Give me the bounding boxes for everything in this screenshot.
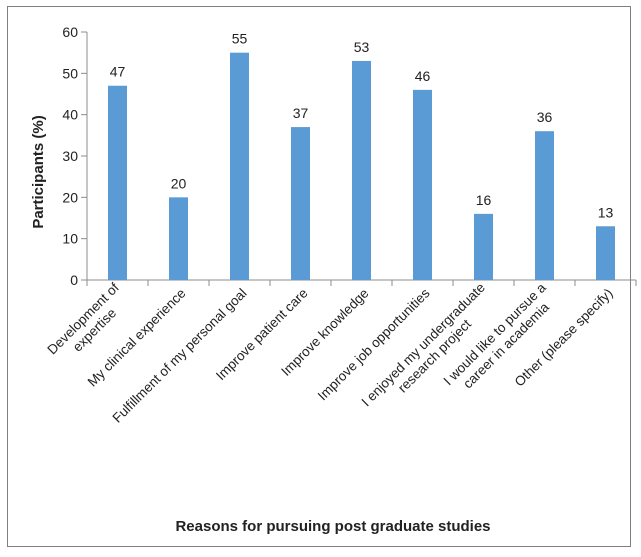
y-axis-title: Participants (%)	[30, 115, 47, 228]
data-label: 36	[537, 109, 553, 125]
bar	[474, 213, 493, 280]
data-label: 47	[110, 64, 126, 80]
data-label: 37	[293, 105, 309, 121]
bar	[535, 131, 554, 280]
bar	[413, 89, 432, 280]
data-label: 46	[415, 68, 431, 84]
bar	[352, 60, 371, 280]
data-label: 55	[232, 31, 248, 47]
data-label: 13	[598, 204, 614, 220]
y-tick-label: 10	[62, 231, 78, 247]
data-label: 20	[171, 175, 187, 191]
y-tick-label: 40	[62, 107, 78, 123]
y-tick-label: 30	[62, 148, 78, 164]
y-tick-label: 50	[62, 65, 78, 81]
data-label: 16	[476, 192, 492, 208]
bar	[596, 226, 615, 280]
y-tick-label: 0	[70, 272, 78, 288]
bar	[291, 127, 310, 280]
y-tick-label: 60	[62, 24, 78, 40]
y-tick-label: 20	[62, 189, 78, 205]
x-axis-title: Reasons for pursuing post graduate studi…	[175, 518, 490, 535]
data-label: 53	[354, 39, 370, 55]
bar	[230, 52, 249, 280]
bar	[169, 197, 188, 280]
bar	[108, 85, 127, 280]
